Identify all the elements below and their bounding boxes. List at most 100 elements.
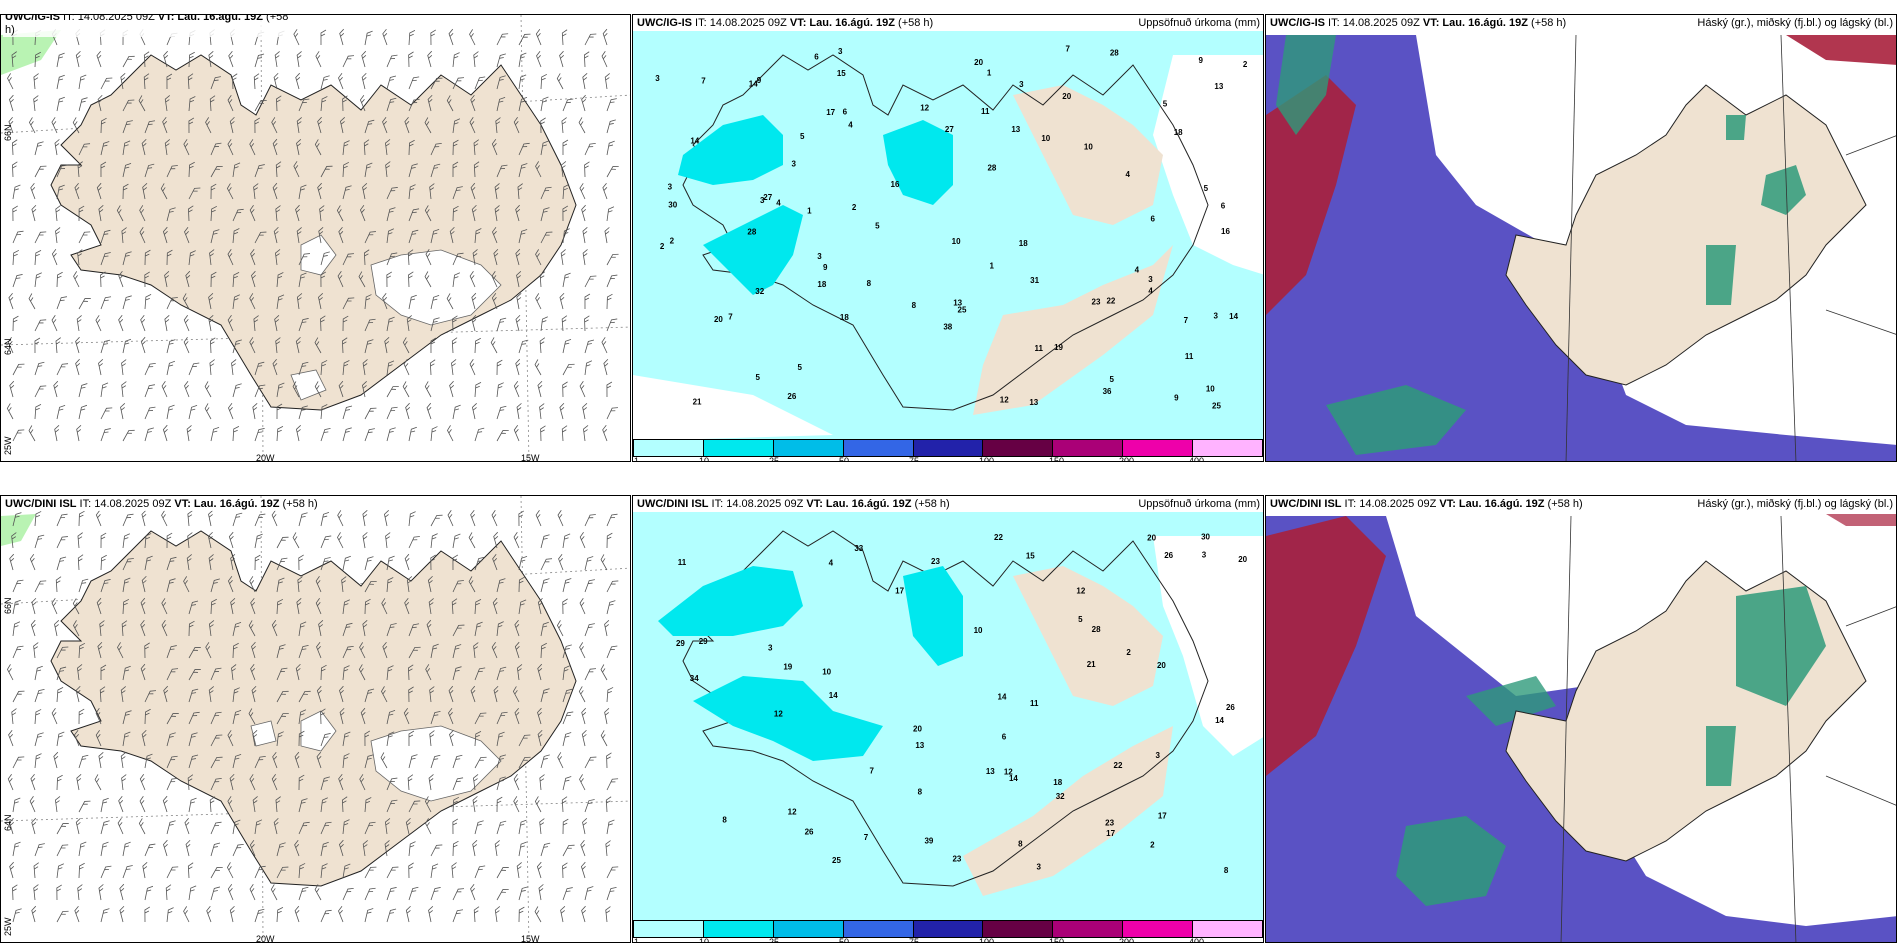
wind-barb <box>248 708 256 725</box>
wind-barb <box>430 337 437 354</box>
wind-barb <box>187 862 194 879</box>
wind-barb <box>298 512 308 527</box>
wind-barb <box>187 510 193 527</box>
wind-barb <box>584 33 597 46</box>
lon-label-15w: 15W <box>521 453 540 462</box>
precip-value-label: 8 <box>918 788 923 797</box>
wind-barb <box>424 381 432 398</box>
wind-barb <box>188 754 199 769</box>
wind-barb <box>34 361 45 376</box>
wind-barb <box>493 248 499 266</box>
wind-barb <box>584 556 594 571</box>
wind-barb <box>518 906 525 923</box>
wind-barb <box>296 139 302 156</box>
wind-barb <box>317 116 323 134</box>
wind-barb <box>338 72 344 90</box>
wind-barb <box>364 580 377 593</box>
wind-barb <box>209 95 216 112</box>
wind-barb <box>118 270 124 288</box>
wind-barb <box>474 228 482 244</box>
wind-barb <box>474 556 485 571</box>
wind-barb <box>386 427 396 442</box>
wind-barb <box>516 403 522 420</box>
wind-barb <box>470 94 476 112</box>
wind-barb <box>186 554 192 571</box>
wind-barb <box>320 776 330 791</box>
wind-barb <box>8 729 14 747</box>
wind-barb <box>606 887 617 901</box>
wind-barb <box>56 296 68 310</box>
wind-barb <box>207 531 213 549</box>
wind-barb <box>272 751 278 769</box>
wind-barb <box>162 226 168 244</box>
wind-barb <box>210 734 223 747</box>
precip-value-label: 30 <box>1201 532 1210 541</box>
wind-barb <box>254 428 265 442</box>
wind-barb <box>562 272 571 288</box>
wind-barb <box>339 839 344 857</box>
wind-barb <box>490 337 498 354</box>
wind-barb <box>385 532 391 549</box>
wind-barb <box>272 138 278 156</box>
wind-barb <box>320 821 332 835</box>
wind-barb <box>452 52 460 68</box>
wind-barb <box>314 139 322 156</box>
wind-barb <box>184 817 190 835</box>
wind-barb <box>408 730 415 747</box>
precip-value-label: 28 <box>1092 625 1101 634</box>
wind-barb <box>518 841 527 857</box>
wind-barb <box>121 227 127 244</box>
wind-barb <box>584 579 595 593</box>
wind-barb <box>51 315 58 332</box>
precip-value-label: 32 <box>1056 792 1065 801</box>
wind-barb <box>275 205 281 222</box>
wind-barb <box>75 685 81 703</box>
precip-heavy-central <box>883 120 953 205</box>
wind-barb <box>28 117 36 134</box>
wind-barb <box>579 183 586 200</box>
wind-barb <box>364 730 371 747</box>
wind-barb <box>584 886 594 901</box>
wind-barb <box>430 710 441 725</box>
precip-heavy-west <box>703 205 803 295</box>
precip-value-label: 14 <box>829 691 838 700</box>
wind-barb <box>140 597 146 615</box>
wind-barb <box>208 554 214 571</box>
wind-barb <box>34 665 43 681</box>
wind-barb <box>121 620 128 637</box>
wind-barb <box>472 249 478 266</box>
precip-value-label: 23 <box>1092 298 1101 307</box>
wind-barb <box>447 425 454 442</box>
wind-barb <box>96 597 102 615</box>
wind-barb <box>138 95 146 112</box>
wind-barb <box>228 50 234 68</box>
wind-barb <box>298 886 309 901</box>
wind-barb <box>561 117 567 134</box>
wind-barb <box>294 839 300 857</box>
colorbar-swatch <box>773 921 844 937</box>
wind-barb <box>579 774 586 791</box>
wind-barb <box>448 28 454 46</box>
wind-barb <box>581 707 587 725</box>
wind-barb <box>386 360 395 376</box>
wind-barb <box>118 795 124 813</box>
wind-barb <box>252 796 258 813</box>
wind-barbs <box>6 509 619 923</box>
wind-barb <box>100 797 109 813</box>
wind-barb <box>578 686 586 703</box>
panel-title: UWC/DINI ISL IT: 14.08.2025 09Z VT: Lau.… <box>1268 498 1585 511</box>
wind-barb <box>386 207 396 222</box>
wind-barb <box>100 820 110 835</box>
wind-barb <box>403 359 410 376</box>
precip-value-label: 10 <box>1206 384 1215 393</box>
wind-barb <box>408 163 418 178</box>
wind-barb <box>494 205 500 222</box>
wind-barb <box>319 205 325 222</box>
wind-barb <box>34 319 47 332</box>
wind-barb <box>56 271 63 288</box>
colorbar-tick-label: 25 <box>769 456 780 462</box>
wind-barb <box>364 821 376 835</box>
wind-barb <box>231 359 237 376</box>
wind-barb <box>144 294 152 310</box>
wind-barb <box>120 403 126 420</box>
